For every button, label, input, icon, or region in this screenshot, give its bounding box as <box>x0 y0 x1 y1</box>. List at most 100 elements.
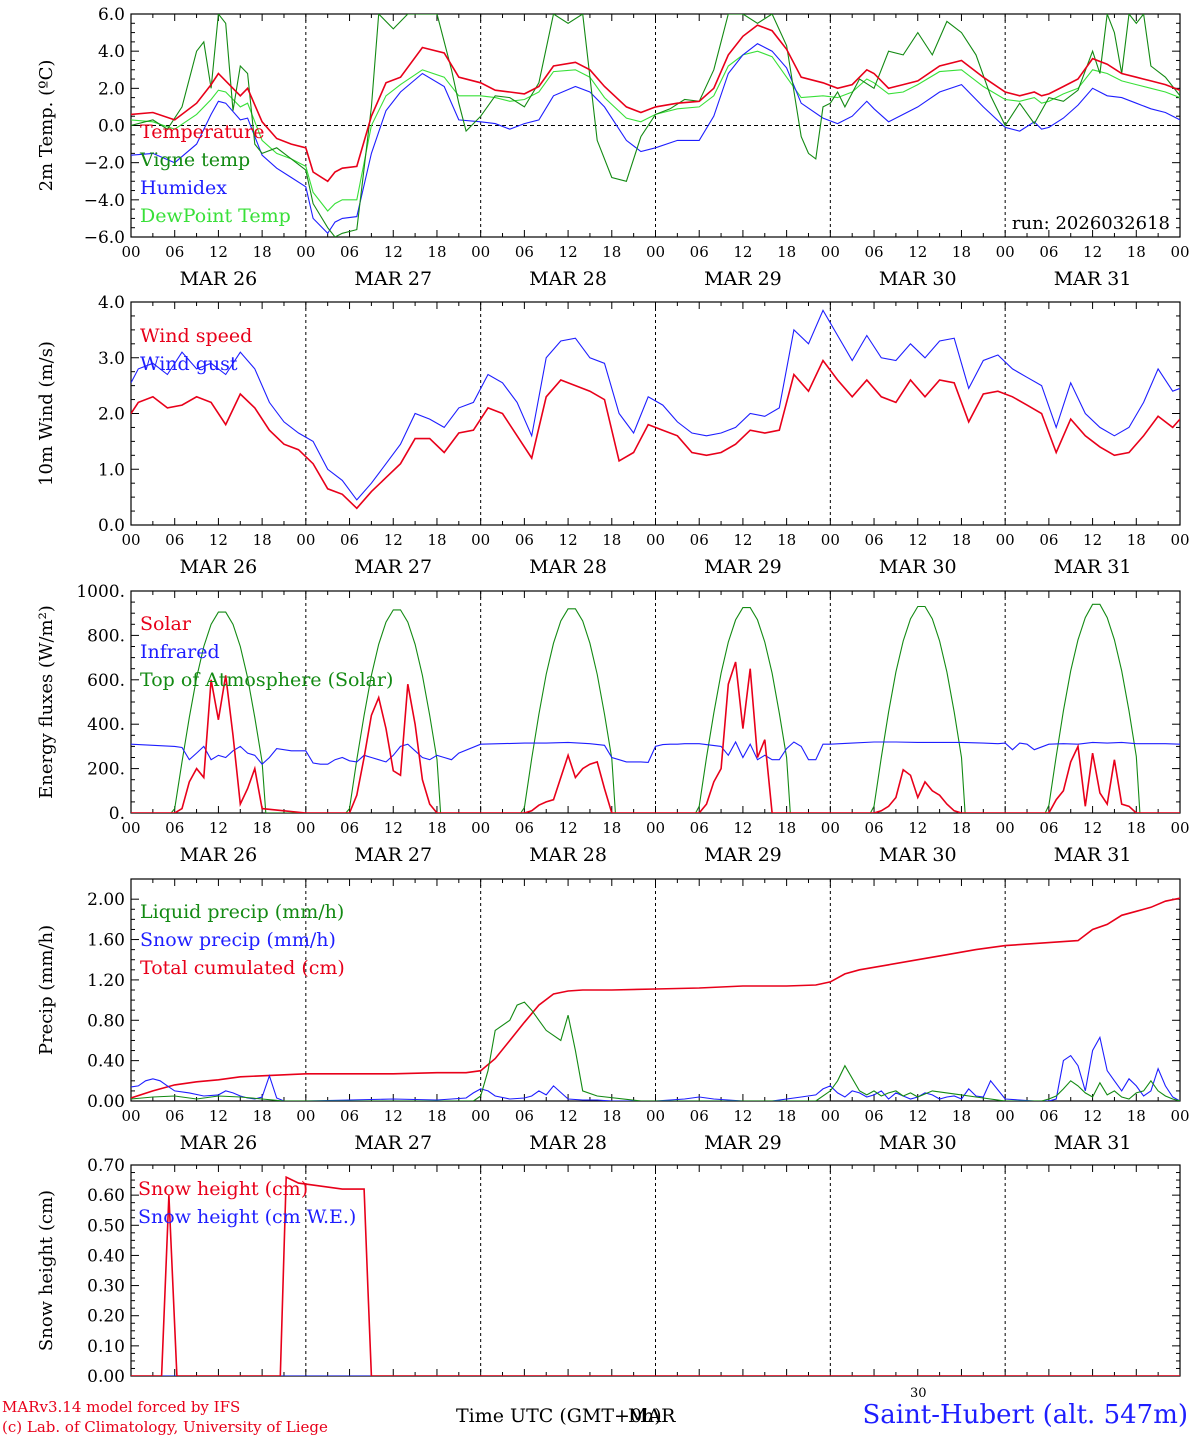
x-tick-label: 06 <box>515 819 534 837</box>
y-tick-label: 0.0 <box>98 117 125 137</box>
x-tick-label: 00 <box>1170 1107 1189 1125</box>
day-label: MAR 27 <box>354 844 432 866</box>
y-tick-label: 0.00 <box>87 1367 125 1387</box>
x-tick-label: 06 <box>1039 1107 1058 1125</box>
series-line-temperature <box>131 24 1180 183</box>
y-tick-label: −2.0 <box>84 154 125 174</box>
y-tick-label: 400. <box>87 715 125 735</box>
x-tick-label: 06 <box>690 243 709 261</box>
y-tick-label: 800. <box>87 626 125 646</box>
x-tick-label: 06 <box>165 531 184 549</box>
y-tick-label: −4.0 <box>84 191 125 211</box>
x-tick-label: 18 <box>777 531 796 549</box>
x-tick-label: 12 <box>733 819 752 837</box>
x-tick-label: 12 <box>733 243 752 261</box>
x-tick-label: 18 <box>1127 819 1146 837</box>
day-label: MAR 26 <box>180 268 258 290</box>
y-tick-label: 0. <box>109 804 125 824</box>
x-tick-label: 18 <box>777 1107 796 1125</box>
station-name: Saint-Hubert (alt. 547m) <box>862 1400 1188 1430</box>
y-tick-label: 2.00 <box>87 890 125 910</box>
x-tick-label: 00 <box>1170 243 1189 261</box>
x-tick-label: 12 <box>733 1107 752 1125</box>
x-tick-label: 00 <box>121 819 140 837</box>
x-tick-label: 18 <box>952 531 971 549</box>
x-tick-label: 06 <box>340 1107 359 1125</box>
x-tick-label: 06 <box>165 819 184 837</box>
y-tick-label: 0.50 <box>87 1216 125 1236</box>
legend-entry: Humidex <box>140 177 227 199</box>
day-label: MAR 27 <box>354 1132 432 1154</box>
day-label: MAR 31 <box>1054 556 1132 578</box>
x-tick-label: 12 <box>559 1107 578 1125</box>
y-tick-label: 1000. <box>76 582 125 602</box>
x-tick-label: 06 <box>864 1107 883 1125</box>
series-line-liquid-precip-mm-h- <box>131 1001 1180 1101</box>
legend-entry: Total cumulated (cm) <box>140 957 345 979</box>
x-tick-label: 18 <box>1127 531 1146 549</box>
x-tick-label: 18 <box>1127 1107 1146 1125</box>
x-tick-label: 12 <box>908 243 927 261</box>
x-tick-label: 06 <box>1039 243 1058 261</box>
x-tick-label: 06 <box>690 1107 709 1125</box>
day-label: MAR 31 <box>1054 1132 1132 1154</box>
legend-entry: Infrared <box>140 641 220 663</box>
x-tick-label: 12 <box>908 819 927 837</box>
x-tick-label: 18 <box>777 243 796 261</box>
series-line-total-cumulated-cm- <box>131 897 1180 1099</box>
legend-entry: Wind gust <box>140 353 238 375</box>
day-label: MAR 27 <box>354 556 432 578</box>
y-tick-label: 600. <box>87 671 125 691</box>
x-tick-label: 00 <box>471 819 490 837</box>
y-tick-label: 0.60 <box>87 1186 125 1206</box>
x-tick-label: 12 <box>559 819 578 837</box>
y-axis-label: Snow height (cm) <box>36 1190 57 1351</box>
x-tick-label: 06 <box>165 1107 184 1125</box>
x-tick-label: 00 <box>471 1107 490 1125</box>
run-label: run: 2026032618 <box>1012 213 1170 234</box>
day-label: MAR 26 <box>180 1132 258 1154</box>
x-tick-label: 00 <box>646 243 665 261</box>
legend-entry: Solar <box>140 613 192 635</box>
day-label: MAR 29 <box>704 268 782 290</box>
x-tick-label: 18 <box>602 819 621 837</box>
x-tick-label: 12 <box>209 531 228 549</box>
legend-entry: Snow precip (mm/h) <box>140 929 336 951</box>
x-tick-label: 18 <box>952 243 971 261</box>
x-tick-label: 18 <box>1127 243 1146 261</box>
x-tick-label: 12 <box>384 1107 403 1125</box>
x-tick-label: 06 <box>1039 531 1058 549</box>
series-line-humidex <box>131 43 1180 235</box>
x-tick-label: 12 <box>209 819 228 837</box>
x-tick-label: 06 <box>165 243 184 261</box>
day-marker: 30 <box>910 1386 927 1401</box>
x-tick-label: 00 <box>996 1107 1015 1125</box>
y-tick-label: 0.20 <box>87 1307 125 1327</box>
x-tick-label: 00 <box>121 1107 140 1125</box>
series-line-dewpoint-temp <box>131 50 1180 212</box>
x-tick-label: 06 <box>1039 819 1058 837</box>
y-tick-label: 0.40 <box>87 1246 125 1266</box>
x-tick-label: 18 <box>952 1107 971 1125</box>
x-tick-label: 00 <box>821 243 840 261</box>
x-tick-label: 18 <box>427 819 446 837</box>
x-tick-label: 00 <box>121 531 140 549</box>
x-tick-label: 18 <box>427 243 446 261</box>
x-tick-label: 00 <box>821 531 840 549</box>
x-tick-label: 00 <box>296 1107 315 1125</box>
series-line-snow-height-cm- <box>131 1175 1180 1376</box>
x-tick-label: 18 <box>253 243 272 261</box>
legend-entry: Snow height (cm W.E.) <box>138 1206 356 1228</box>
series-line-infrared <box>131 740 1180 765</box>
day-label: MAR 31 <box>1054 268 1132 290</box>
day-label: MAR 30 <box>879 1132 957 1154</box>
y-tick-label: 4.0 <box>98 42 125 62</box>
x-tick-label: 12 <box>908 1107 927 1125</box>
x-tick-label: 18 <box>253 531 272 549</box>
x-tick-label: 18 <box>602 531 621 549</box>
x-tick-label: 00 <box>646 819 665 837</box>
x-tick-label: 12 <box>1083 531 1102 549</box>
y-axis-label: 2m Temp. (ºC) <box>36 60 57 192</box>
series-line-vigne-temp <box>131 14 1180 237</box>
